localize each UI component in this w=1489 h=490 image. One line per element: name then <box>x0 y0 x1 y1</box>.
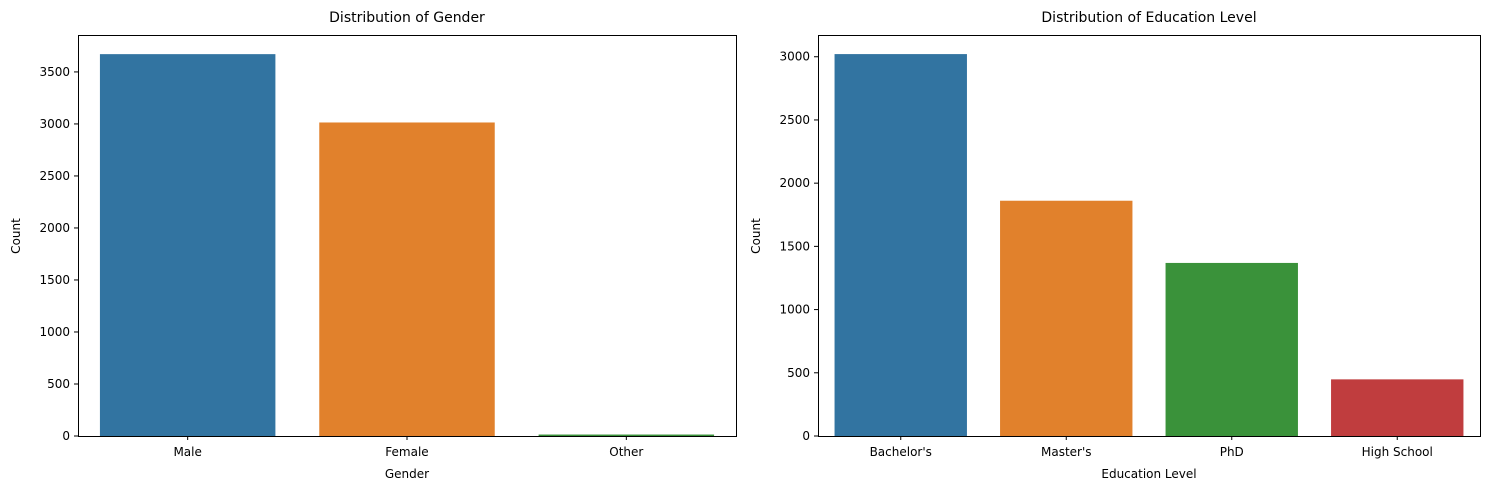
bar-male <box>99 54 276 436</box>
y-tick-label: 500 <box>787 366 810 380</box>
bars-group <box>99 54 715 436</box>
bar-phd <box>1165 262 1298 436</box>
x-ticks: Bachelor's Master's PhD High School <box>870 436 1433 459</box>
y-tick-label: 3500 <box>39 65 70 79</box>
x-tick-label: High School <box>1362 445 1433 459</box>
y-ticks: 0 500 1000 1500 2000 2500 3000 3500 <box>39 65 78 443</box>
gender-chart: Distribution of Gender Male Female Other 0… <box>9 10 737 481</box>
bar-other <box>538 434 715 436</box>
y-tick-label: 2500 <box>39 169 70 183</box>
plot-frame <box>78 35 737 437</box>
y-tick-label: 3000 <box>779 50 810 64</box>
bars-group <box>834 54 1464 437</box>
bar-high-school <box>1331 379 1464 436</box>
y-tick-label: 1500 <box>39 273 70 287</box>
y-tick-label: 1500 <box>779 239 810 253</box>
y-tick-label: 0 <box>802 429 810 443</box>
y-tick-label: 2500 <box>779 113 810 127</box>
x-axis-label: Education Level <box>1101 467 1196 481</box>
x-tick-label: PhD <box>1220 445 1244 459</box>
x-tick-label: Bachelor's <box>870 445 932 459</box>
x-tick-label: Female <box>385 445 428 459</box>
y-axis-label: Count <box>749 218 763 254</box>
bar-female <box>319 122 495 436</box>
chart-title: Distribution of Gender <box>329 10 485 26</box>
y-tick-label: 2000 <box>39 221 70 235</box>
x-axis-label: Gender <box>385 467 429 481</box>
x-tick-label: Male <box>173 445 201 459</box>
chart-title: Distribution of Education Level <box>1041 10 1256 26</box>
bar-master-s <box>1000 200 1133 436</box>
y-tick-label: 0 <box>62 429 70 443</box>
y-tick-label: 1000 <box>779 303 810 317</box>
y-ticks: 0 500 1000 1500 2000 2500 3000 <box>779 50 818 443</box>
x-tick-label: Other <box>609 445 643 459</box>
education-chart: Distribution of Education Level Bachelor… <box>749 10 1481 481</box>
y-tick-label: 3000 <box>39 117 70 131</box>
x-tick-label: Master's <box>1041 445 1092 459</box>
y-tick-label: 500 <box>47 377 70 391</box>
plot-frame <box>818 35 1481 437</box>
x-ticks: Male Female Other <box>173 436 643 459</box>
y-tick-label: 2000 <box>779 176 810 190</box>
bar-bachelor-s <box>834 54 967 437</box>
y-tick-label: 1000 <box>39 325 70 339</box>
y-axis-label: Count <box>9 218 23 254</box>
